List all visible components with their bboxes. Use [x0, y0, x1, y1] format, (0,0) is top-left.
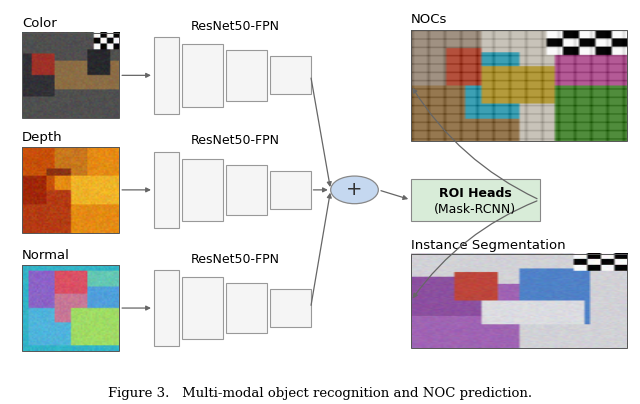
Text: Color: Color: [22, 17, 57, 30]
Circle shape: [331, 176, 378, 204]
FancyBboxPatch shape: [154, 270, 179, 346]
Text: (Mask-RCNN): (Mask-RCNN): [434, 202, 516, 216]
FancyBboxPatch shape: [226, 283, 267, 333]
Text: ROI Heads: ROI Heads: [439, 187, 511, 200]
Text: ResNet50-FPN: ResNet50-FPN: [191, 252, 280, 265]
FancyBboxPatch shape: [270, 56, 310, 95]
Text: Normal: Normal: [22, 249, 70, 263]
FancyBboxPatch shape: [182, 44, 223, 107]
Text: Depth: Depth: [22, 131, 63, 144]
Text: Instance Segmentation: Instance Segmentation: [411, 239, 566, 252]
FancyBboxPatch shape: [226, 165, 267, 215]
FancyBboxPatch shape: [182, 159, 223, 221]
FancyBboxPatch shape: [154, 37, 179, 114]
FancyBboxPatch shape: [411, 179, 540, 221]
FancyBboxPatch shape: [270, 289, 310, 327]
Text: Figure 3.   Multi-modal object recognition and NOC prediction.: Figure 3. Multi-modal object recognition…: [108, 387, 532, 400]
Text: +: +: [346, 180, 363, 200]
FancyBboxPatch shape: [154, 152, 179, 228]
Text: ResNet50-FPN: ResNet50-FPN: [191, 20, 280, 33]
FancyBboxPatch shape: [182, 277, 223, 339]
Text: ResNet50-FPN: ResNet50-FPN: [191, 135, 280, 147]
FancyBboxPatch shape: [226, 50, 267, 101]
FancyBboxPatch shape: [270, 171, 310, 209]
Text: NOCs: NOCs: [411, 13, 447, 26]
